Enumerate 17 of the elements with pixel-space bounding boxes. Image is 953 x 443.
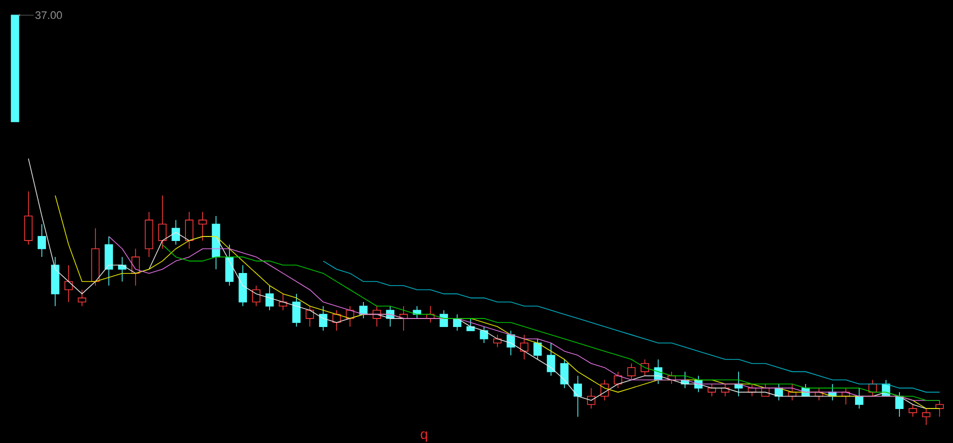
candlestick [91,228,100,286]
candlestick [480,326,488,344]
candlestick [546,342,556,376]
candlestick [627,363,636,380]
annotation: 37.00 [35,11,62,20]
candlestick [265,285,274,311]
candlestick [64,264,73,302]
candlestick [533,338,542,360]
candlestick [158,195,167,250]
candlestick [24,190,33,246]
text: q [420,431,428,442]
candlestick [78,289,86,307]
candlestick [935,400,944,418]
candlestick [144,211,154,258]
candlestick [292,293,301,328]
candlestick [359,302,368,319]
candlestick [198,211,207,241]
